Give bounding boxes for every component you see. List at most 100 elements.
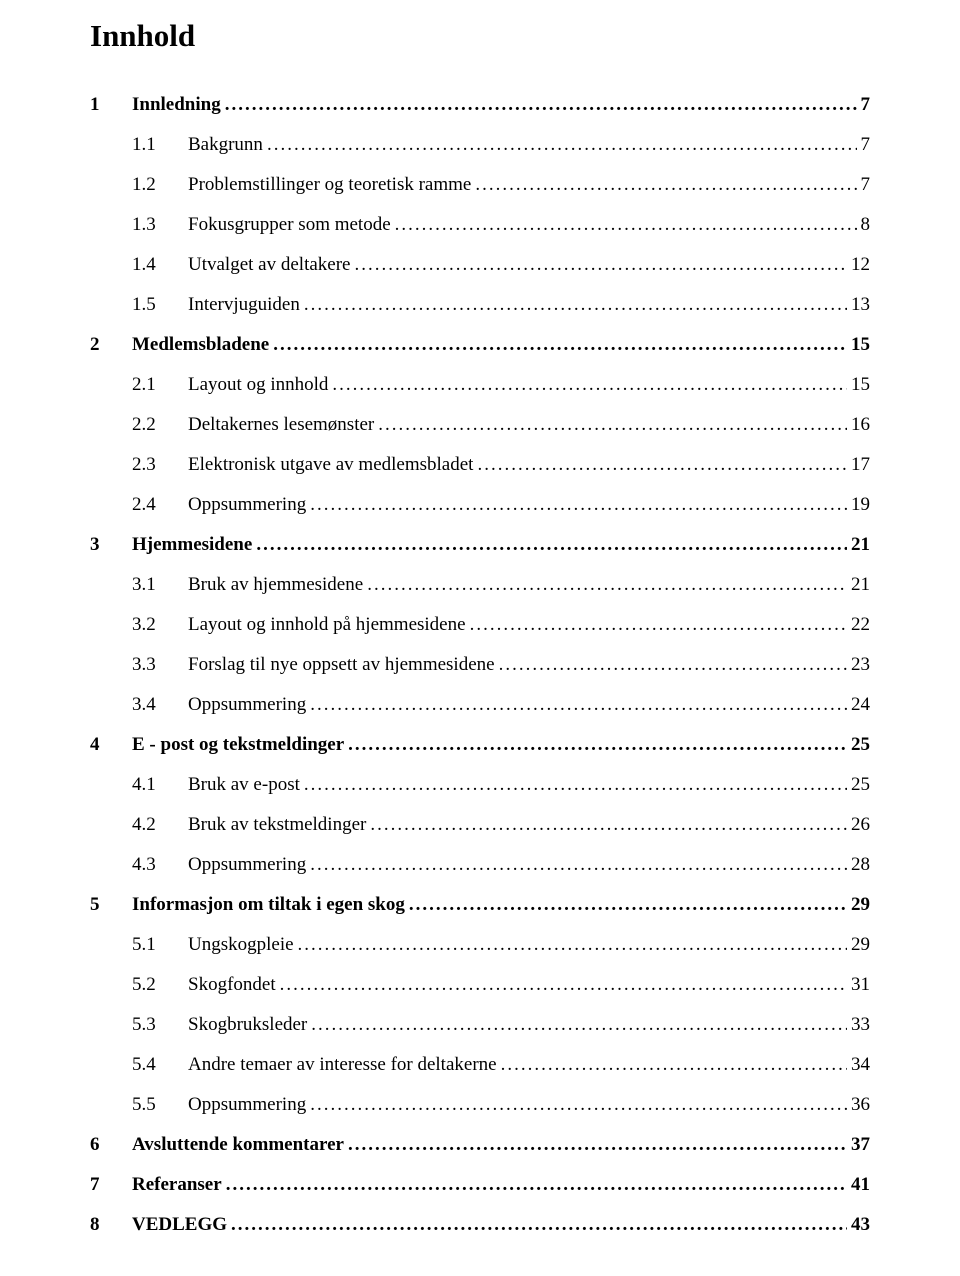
toc-leader-dots: [311, 1014, 847, 1036]
toc-entry-page: 22: [851, 614, 870, 636]
toc-leader-dots: [310, 1094, 847, 1116]
toc-entry: 6Avsluttende kommentarer 37: [90, 1134, 870, 1156]
toc-entry-number: 8: [90, 1214, 132, 1236]
toc-leader-dots: [370, 814, 847, 836]
toc-entry-page: 19: [851, 494, 870, 516]
toc-entry-label: Avsluttende kommentarer: [132, 1134, 344, 1156]
toc-entry: 1.2Problemstillinger og teoretisk ramme …: [90, 174, 870, 196]
toc-entry-page: 24: [851, 694, 870, 716]
toc-entry: 4.2Bruk av tekstmeldinger 26: [90, 814, 870, 836]
toc-entry-page: 21: [851, 534, 870, 556]
toc-leader-dots: [231, 1214, 847, 1236]
toc-entry-page: 34: [851, 1054, 870, 1076]
toc-entry-number: 2.3: [132, 454, 188, 476]
toc-leader-dots: [378, 414, 847, 436]
toc-entry: 5.1Ungskogpleie 29: [90, 934, 870, 956]
toc-entry-number: 1: [90, 94, 132, 116]
toc-entry: 5Informasjon om tiltak i egen skog 29: [90, 894, 870, 916]
toc-entry-number: 5.5: [132, 1094, 188, 1116]
toc-leader-dots: [348, 1134, 847, 1156]
toc-entry-label: Ungskogpleie: [188, 934, 294, 956]
toc-entry: 4E - post og tekstmeldinger 25: [90, 734, 870, 756]
toc-entry-page: 31: [851, 974, 870, 996]
toc-leader-dots: [298, 934, 847, 956]
toc-entry-number: 5: [90, 894, 132, 916]
toc-entry: 5.2Skogfondet 31: [90, 974, 870, 996]
toc-entry-number: 1.1: [132, 134, 188, 156]
toc-entry-number: 3.3: [132, 654, 188, 676]
toc-entry: 4.1Bruk av e-post 25: [90, 774, 870, 796]
toc-entry: 7Referanser 41: [90, 1174, 870, 1196]
toc-leader-dots: [395, 214, 857, 236]
toc-entry-label: Skogbruksleder: [188, 1014, 307, 1036]
toc-entry-page: 33: [851, 1014, 870, 1036]
toc-entry-label: Bruk av hjemmesidene: [188, 574, 363, 596]
toc-entry-label: Hjemmesidene: [132, 534, 252, 556]
toc-entry: 1.1Bakgrunn 7: [90, 134, 870, 156]
toc-entry: 1.3Fokusgrupper som metode 8: [90, 214, 870, 236]
toc-entry: 1.4Utvalget av deltakere 12: [90, 254, 870, 276]
toc-entry: 2Medlemsbladene 15: [90, 334, 870, 356]
toc-entry-number: 2.2: [132, 414, 188, 436]
toc-entry-label: Bruk av e-post: [188, 774, 300, 796]
toc-entry-label: Informasjon om tiltak i egen skog: [132, 894, 405, 916]
toc-entry-number: 2.1: [132, 374, 188, 396]
toc-entry-label: VEDLEGG: [132, 1214, 227, 1236]
toc-entry-number: 1.2: [132, 174, 188, 196]
toc-entry-number: 7: [90, 1174, 132, 1196]
toc-leader-dots: [348, 734, 847, 756]
toc-leader-dots: [273, 334, 847, 356]
toc-entry: 5.4Andre temaer av interesse for deltake…: [90, 1054, 870, 1076]
toc-entry: 1Innledning 7: [90, 94, 870, 116]
toc-leader-dots: [409, 894, 847, 916]
toc-entry-label: Referanser: [132, 1174, 222, 1196]
toc-entry: 5.5Oppsummering 36: [90, 1094, 870, 1116]
toc-entry-label: Deltakernes lesemønster: [188, 414, 374, 436]
toc-leader-dots: [267, 134, 857, 156]
toc-entry: 1.5Intervjuguiden 13: [90, 294, 870, 316]
toc-entry-label: Problemstillinger og teoretisk ramme: [188, 174, 471, 196]
toc-entry-page: 43: [851, 1214, 870, 1236]
toc-entry-label: E - post og tekstmeldinger: [132, 734, 344, 756]
toc-entry-label: Oppsummering: [188, 1094, 306, 1116]
toc-entry-number: 3.2: [132, 614, 188, 636]
toc-entry-number: 4.1: [132, 774, 188, 796]
toc-entry-page: 37: [851, 1134, 870, 1156]
toc-entry-page: 17: [851, 454, 870, 476]
toc-leader-dots: [310, 494, 847, 516]
toc-entry-page: 8: [861, 214, 871, 236]
toc-entry-page: 25: [851, 734, 870, 756]
toc-entry-label: Elektronisk utgave av medlemsbladet: [188, 454, 473, 476]
page-title: Innhold: [90, 18, 870, 54]
toc-entry: 2.4Oppsummering 19: [90, 494, 870, 516]
toc-leader-dots: [304, 774, 847, 796]
toc-entry-page: 13: [851, 294, 870, 316]
toc-entry-page: 21: [851, 574, 870, 596]
toc-leader-dots: [256, 534, 847, 556]
toc-entry-page: 41: [851, 1174, 870, 1196]
toc-entry-page: 36: [851, 1094, 870, 1116]
toc-entry-label: Oppsummering: [188, 494, 306, 516]
toc-leader-dots: [367, 574, 847, 596]
toc-entry-number: 4.2: [132, 814, 188, 836]
toc-entry: 2.3Elektronisk utgave av medlemsbladet 1…: [90, 454, 870, 476]
toc-entry-page: 12: [851, 254, 870, 276]
toc-entry-number: 5.2: [132, 974, 188, 996]
toc-entry-label: Utvalget av deltakere: [188, 254, 350, 276]
toc-entry-page: 15: [851, 374, 870, 396]
toc-entry-label: Bakgrunn: [188, 134, 263, 156]
toc-entry-page: 29: [851, 894, 870, 916]
toc-entry: 3.1Bruk av hjemmesidene 21: [90, 574, 870, 596]
toc-entry-page: 16: [851, 414, 870, 436]
toc-leader-dots: [226, 1174, 847, 1196]
toc-leader-dots: [501, 1054, 847, 1076]
toc-entry-label: Oppsummering: [188, 694, 306, 716]
toc-leader-dots: [354, 254, 847, 276]
toc-entry-label: Intervjuguiden: [188, 294, 300, 316]
toc-entry: 8VEDLEGG 43: [90, 1214, 870, 1236]
toc-entry-label: Fokusgrupper som metode: [188, 214, 391, 236]
toc-entry-label: Skogfondet: [188, 974, 276, 996]
toc-entry-page: 7: [861, 134, 871, 156]
table-of-contents: 1Innledning 7 1.1Bakgrunn 7 1.2Problemstil…: [90, 94, 870, 1236]
toc-entry-number: 1.3: [132, 214, 188, 236]
